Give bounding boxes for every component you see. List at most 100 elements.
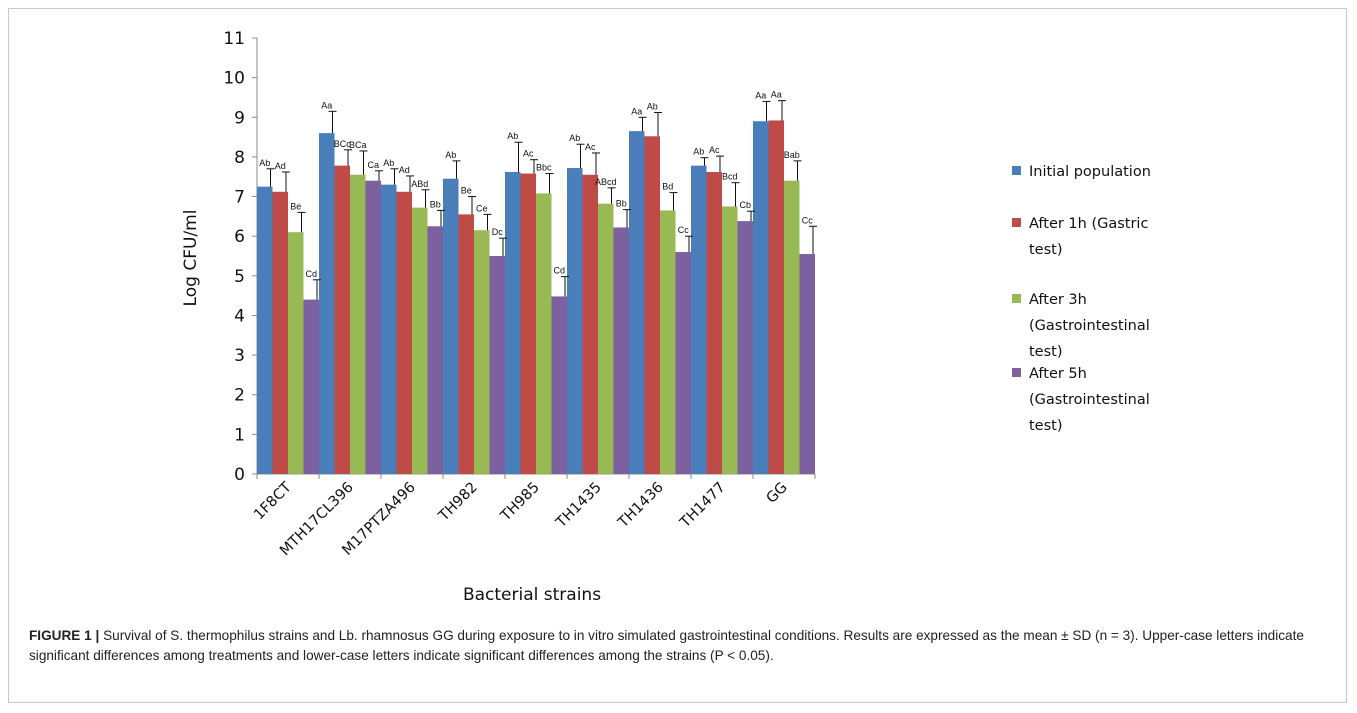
significance-label: Aa: [631, 106, 642, 116]
legend-label: test): [1029, 344, 1063, 360]
significance-label: ABcd: [595, 177, 617, 187]
legend-swatch: [1012, 368, 1021, 377]
bar: [365, 180, 381, 474]
bar: [629, 131, 645, 475]
bar: [412, 207, 428, 475]
bar: [768, 120, 784, 474]
caption-label: FIGURE 1 |: [29, 628, 100, 643]
significance-label: Ac: [709, 145, 720, 155]
bar: [753, 121, 769, 475]
y-tick-label: 4: [234, 306, 245, 326]
bar: [257, 186, 273, 475]
bar: [396, 191, 412, 474]
x-tick-label: TH982: [435, 480, 481, 526]
significance-label: Be: [461, 186, 472, 196]
bar: [706, 171, 722, 475]
legend-label: After 3h: [1029, 292, 1087, 308]
legend-label: After 5h: [1029, 366, 1087, 382]
legend-swatch: [1012, 218, 1021, 227]
y-axis-title: Log CFU/ml: [181, 210, 201, 307]
bar: [551, 296, 567, 474]
significance-label: Ce: [476, 203, 488, 213]
significance-label: Ab: [569, 133, 580, 143]
significance-label: Aa: [755, 90, 766, 100]
significance-label: Ad: [399, 165, 410, 175]
bar: [505, 171, 521, 475]
bar: [582, 174, 598, 474]
y-tick-label: 7: [234, 188, 245, 208]
significance-label: BCa: [349, 140, 367, 150]
bar: [489, 256, 505, 474]
significance-label: Aa: [771, 90, 782, 100]
y-tick-label: 3: [234, 346, 245, 366]
figure-caption: FIGURE 1 | Survival of S. thermophilus s…: [29, 626, 1329, 666]
x-axis-title: Bacterial strains: [463, 585, 601, 605]
bar: [737, 221, 753, 474]
significance-label: Bb: [430, 199, 441, 209]
bar: [474, 230, 490, 474]
bar: [319, 133, 335, 475]
legend: Initial population After 1h (Gastric test)…: [1012, 164, 1151, 434]
significance-label: ABd: [411, 179, 428, 189]
bar: [350, 174, 366, 474]
bar: [458, 214, 474, 474]
bar: [303, 299, 319, 474]
legend-swatch: [1012, 294, 1021, 303]
legend-label: After 1h (Gastric: [1029, 216, 1148, 232]
y-axis: 0 1 2 3 4 5 6 7 8 9 10 11: [223, 29, 258, 485]
y-tick-label: 2: [234, 386, 245, 406]
significance-label: Cd: [305, 269, 317, 279]
legend-label: (Gastrointestinal: [1029, 318, 1150, 334]
significance-label: Ca: [367, 160, 379, 170]
bar: [784, 180, 800, 474]
significance-label: Ab: [383, 158, 394, 168]
x-tick-label: TH985: [497, 480, 543, 526]
significance-label: Be: [290, 201, 301, 211]
significance-label: Cc: [802, 215, 813, 225]
significance-label: Ab: [445, 150, 456, 160]
y-tick-label: 9: [234, 108, 245, 128]
bar: [675, 252, 691, 474]
bar: [536, 193, 552, 474]
y-tick-label: 5: [234, 267, 245, 287]
bars-group: Ab Aa Ab Ab Ab Ab Aa Ab Aa Ad BCc Ad Be Ac Ac Ab Ac Aa Be B…: [257, 90, 817, 475]
x-tick-label: 1F8CT: [251, 479, 295, 523]
significance-label: Bcd: [722, 172, 738, 182]
y-tick-label: 10: [223, 69, 245, 89]
significance-label: Bd: [662, 182, 673, 192]
significance-label: Ad: [275, 161, 286, 171]
x-tick-label: TH1477: [677, 480, 729, 532]
significance-label: Cb: [739, 200, 751, 210]
bar: [334, 165, 350, 474]
significance-label: Ac: [523, 149, 534, 159]
bar: [427, 226, 443, 474]
legend-label: test): [1029, 418, 1063, 434]
bar: [443, 178, 459, 474]
significance-label: Ac: [585, 142, 596, 152]
bar: [288, 232, 304, 474]
bar: [799, 254, 815, 474]
bar: [660, 210, 676, 474]
bar: [381, 184, 397, 474]
legend-label: test): [1029, 242, 1063, 258]
significance-label: Aa: [321, 100, 332, 110]
x-tick-label: TH1435: [553, 480, 605, 532]
legend-label: (Gastrointestinal: [1029, 392, 1150, 408]
caption-text: Survival of S. thermophilus strains and …: [29, 628, 1304, 663]
significance-label: Cc: [678, 225, 689, 235]
y-tick-label: 6: [234, 227, 245, 247]
significance-label: Ab: [507, 131, 518, 141]
bar: [644, 136, 660, 474]
bar: [272, 191, 288, 474]
bar: [691, 165, 707, 474]
significance-label: Cd: [553, 266, 565, 276]
bar: [598, 203, 614, 474]
bar: [722, 206, 738, 475]
x-tick-label: TH1436: [615, 480, 667, 532]
legend-label: Initial population: [1029, 164, 1151, 180]
y-tick-label: 0: [234, 465, 245, 485]
significance-label: Bb: [616, 199, 627, 209]
bar: [613, 227, 629, 474]
bar: [567, 168, 583, 475]
